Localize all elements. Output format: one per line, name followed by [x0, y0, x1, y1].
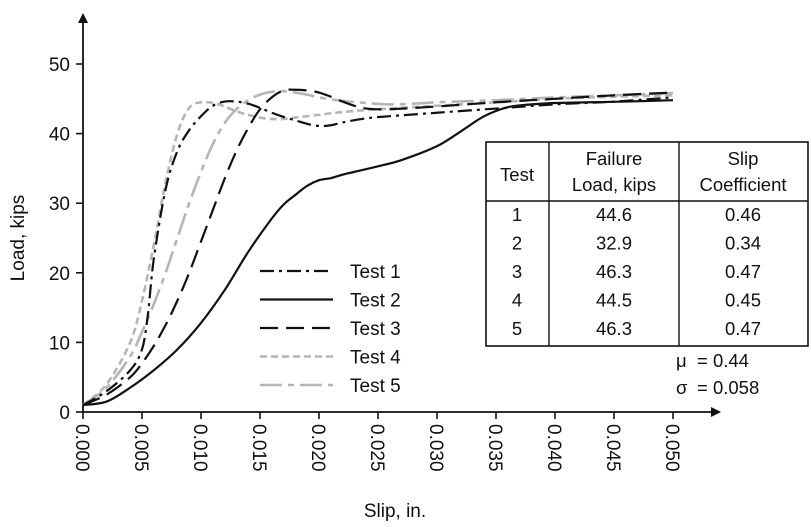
x-tick-label: 0.030	[425, 424, 446, 472]
table-cell: 46.3	[596, 318, 632, 339]
table-cell: 0.47	[725, 261, 761, 282]
x-tick-label: 0.050	[661, 424, 682, 472]
x-tick-label: 0.025	[366, 424, 387, 472]
table-header: Failure	[586, 148, 643, 169]
legend-label: Test 3	[350, 319, 401, 340]
table-cell: 0.46	[725, 204, 761, 225]
table-cell: 4	[512, 290, 522, 311]
x-tick-label: 0.020	[307, 424, 328, 472]
table-cell: 0.47	[725, 318, 761, 339]
x-tick-label: 0.040	[543, 424, 564, 472]
table-header: Coefficient	[699, 174, 786, 195]
series-line-test-4	[82, 94, 674, 407]
legend-label: Test 2	[350, 291, 401, 312]
stat-value: = 0.44	[697, 350, 749, 371]
table-cell: 2	[512, 233, 522, 254]
x-tick-label: 0.010	[189, 424, 210, 472]
legend: Test 1 Test 2 Test 3 Test 4 Test 5	[260, 262, 401, 397]
table-header: Load, kips	[572, 174, 656, 195]
table-cell: 3	[512, 261, 522, 282]
table-cell: 0.34	[725, 233, 761, 254]
series-line-test-3	[82, 88, 674, 407]
table-cell: 0.45	[725, 290, 761, 311]
table-header: Test	[500, 164, 534, 185]
table-border	[485, 141, 809, 347]
table-header: Slip	[728, 148, 759, 169]
table-cell: 1	[512, 204, 522, 225]
statistics: μ = 0.44 σ = 0.058	[676, 350, 759, 398]
y-tick-label: 20	[49, 264, 70, 285]
table-cell: 44.5	[596, 290, 632, 311]
x-tick-label: 0.035	[484, 424, 505, 472]
stat-symbol: σ	[676, 377, 688, 398]
series-line-test-2	[82, 99, 674, 407]
x-tick-label: 0.045	[602, 424, 623, 472]
x-tick-label: 0.000	[71, 424, 92, 472]
series-line-test-5	[82, 89, 674, 407]
stat-symbol: μ	[676, 350, 687, 371]
legend-label: Test 4	[350, 348, 401, 369]
table-cell: 44.6	[596, 204, 632, 225]
series-layer	[82, 88, 674, 407]
y-tick-label: 10	[49, 333, 70, 354]
stat-value: = 0.058	[697, 377, 759, 398]
legend-label: Test 5	[350, 376, 401, 397]
y-tick-label: 0	[59, 403, 70, 424]
y-tick-label: 30	[49, 194, 70, 215]
table-cell: 32.9	[596, 233, 632, 254]
legend-label: Test 1	[350, 262, 401, 283]
y-tick-label: 40	[49, 125, 70, 146]
data-table: Test Failure Load, kips Slip Coefficient 1 44.…	[485, 141, 809, 347]
table-cell: 46.3	[596, 261, 632, 282]
x-tick-label: 0.005	[130, 424, 151, 472]
x-tick-label: 0.015	[248, 424, 269, 472]
y-tick-label: 50	[49, 55, 70, 76]
x-axis-label: Slip, in.	[364, 501, 426, 522]
table-cell: 5	[512, 318, 522, 339]
tick-group: 0 10 20 30 40 50 0.000 0.005 0.010 0.015 0.020 0.02…	[49, 55, 682, 472]
y-axis-label: Load, kips	[8, 195, 29, 282]
